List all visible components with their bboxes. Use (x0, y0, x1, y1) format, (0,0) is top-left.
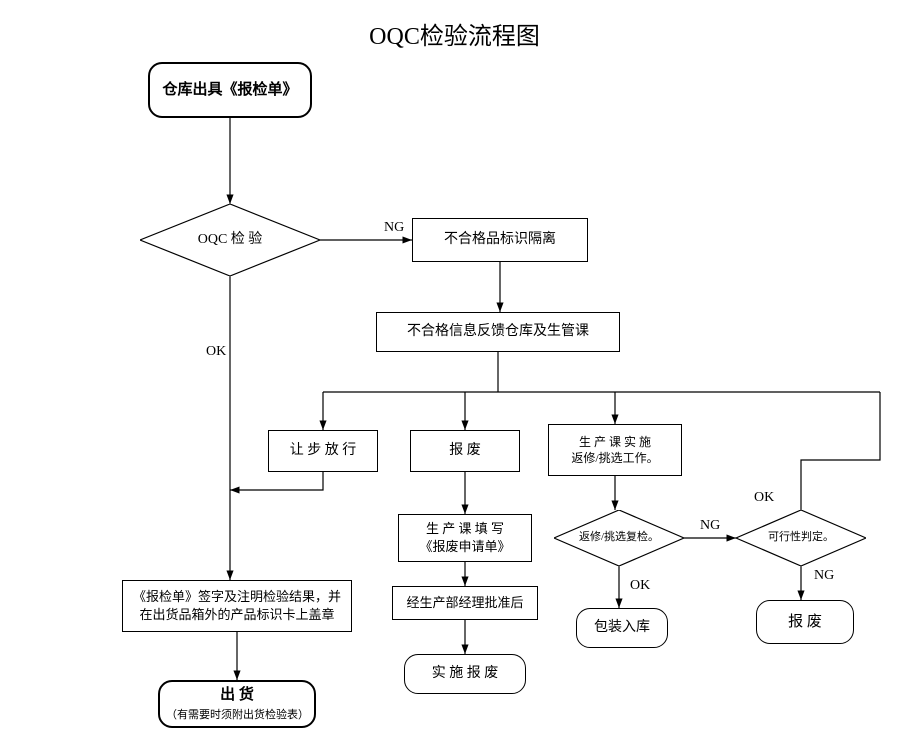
node-recheck: 返修/挑选复检。 (554, 510, 684, 566)
node-label: 让 步 放 行 (290, 442, 357, 461)
node-pack-store: 包装入库 (576, 608, 668, 648)
node-label: 经生产部经理批准后 (406, 594, 523, 612)
edge-label-ng2: NG (698, 518, 722, 534)
node-do-scrap: 实 施 报 废 (404, 654, 526, 694)
node-nonconforming-isolate: 不合格品标识隔离 (412, 218, 588, 262)
node-label: 生 产 课 填 写 《报废申请单》 (419, 520, 510, 555)
node-rework: 生 产 课 实 施 返修/挑选工作。 (548, 424, 682, 476)
node-label: 可行性判定。 (768, 531, 834, 545)
edge-label-ng1: NG (382, 220, 406, 236)
node-scrap-form: 生 产 课 填 写 《报废申请单》 (398, 514, 532, 562)
node-label: 出 货 (220, 685, 254, 705)
node-label: 仓库出具《报检单》 (162, 80, 297, 100)
node-label: 实 施 报 废 (432, 665, 499, 684)
node-sign-stamp: 《报检单》签字及注明检验结果，并 在出货品箱外的产品标识卡上盖章 (122, 580, 352, 632)
flowchart-canvas: OQC检验流程图 (0, 0, 909, 741)
node-sublabel: （有需要时须附出货检验表） (166, 708, 308, 723)
node-ship: 出 货 （有需要时须附出货检验表） (158, 680, 316, 728)
node-label: 《报检单》签字及注明检验结果，并 在出货品箱外的产品标识卡上盖章 (133, 588, 341, 623)
edge-label-ok2: OK (628, 578, 652, 594)
node-label: 报 废 (449, 442, 481, 461)
node-label: 报 废 (788, 612, 822, 632)
node-label: 包装入库 (594, 619, 650, 638)
node-label: OQC 检 验 (198, 231, 263, 249)
diagram-title: OQC检验流程图 (0, 16, 909, 51)
node-concession: 让 步 放 行 (268, 430, 378, 472)
edge-label-ok3: OK (752, 490, 776, 506)
node-label: 不合格品标识隔离 (444, 231, 556, 250)
node-scrap-2: 报 废 (756, 600, 854, 644)
edge-label-ok1: OK (204, 344, 228, 360)
node-oqc-check: OQC 检 验 (140, 204, 320, 276)
node-label: 返修/挑选复检。 (579, 531, 659, 545)
node-feedback: 不合格信息反馈仓库及生管课 (376, 312, 620, 352)
node-manager-approve: 经生产部经理批准后 (392, 586, 538, 620)
node-feasibility: 可行性判定。 (736, 510, 866, 566)
node-label: 生 产 课 实 施 返修/挑选工作。 (571, 434, 658, 466)
edge-label-ng3: NG (812, 568, 836, 584)
node-start: 仓库出具《报检单》 (148, 62, 312, 118)
node-label: 不合格信息反馈仓库及生管课 (407, 323, 589, 342)
node-scrap: 报 废 (410, 430, 520, 472)
